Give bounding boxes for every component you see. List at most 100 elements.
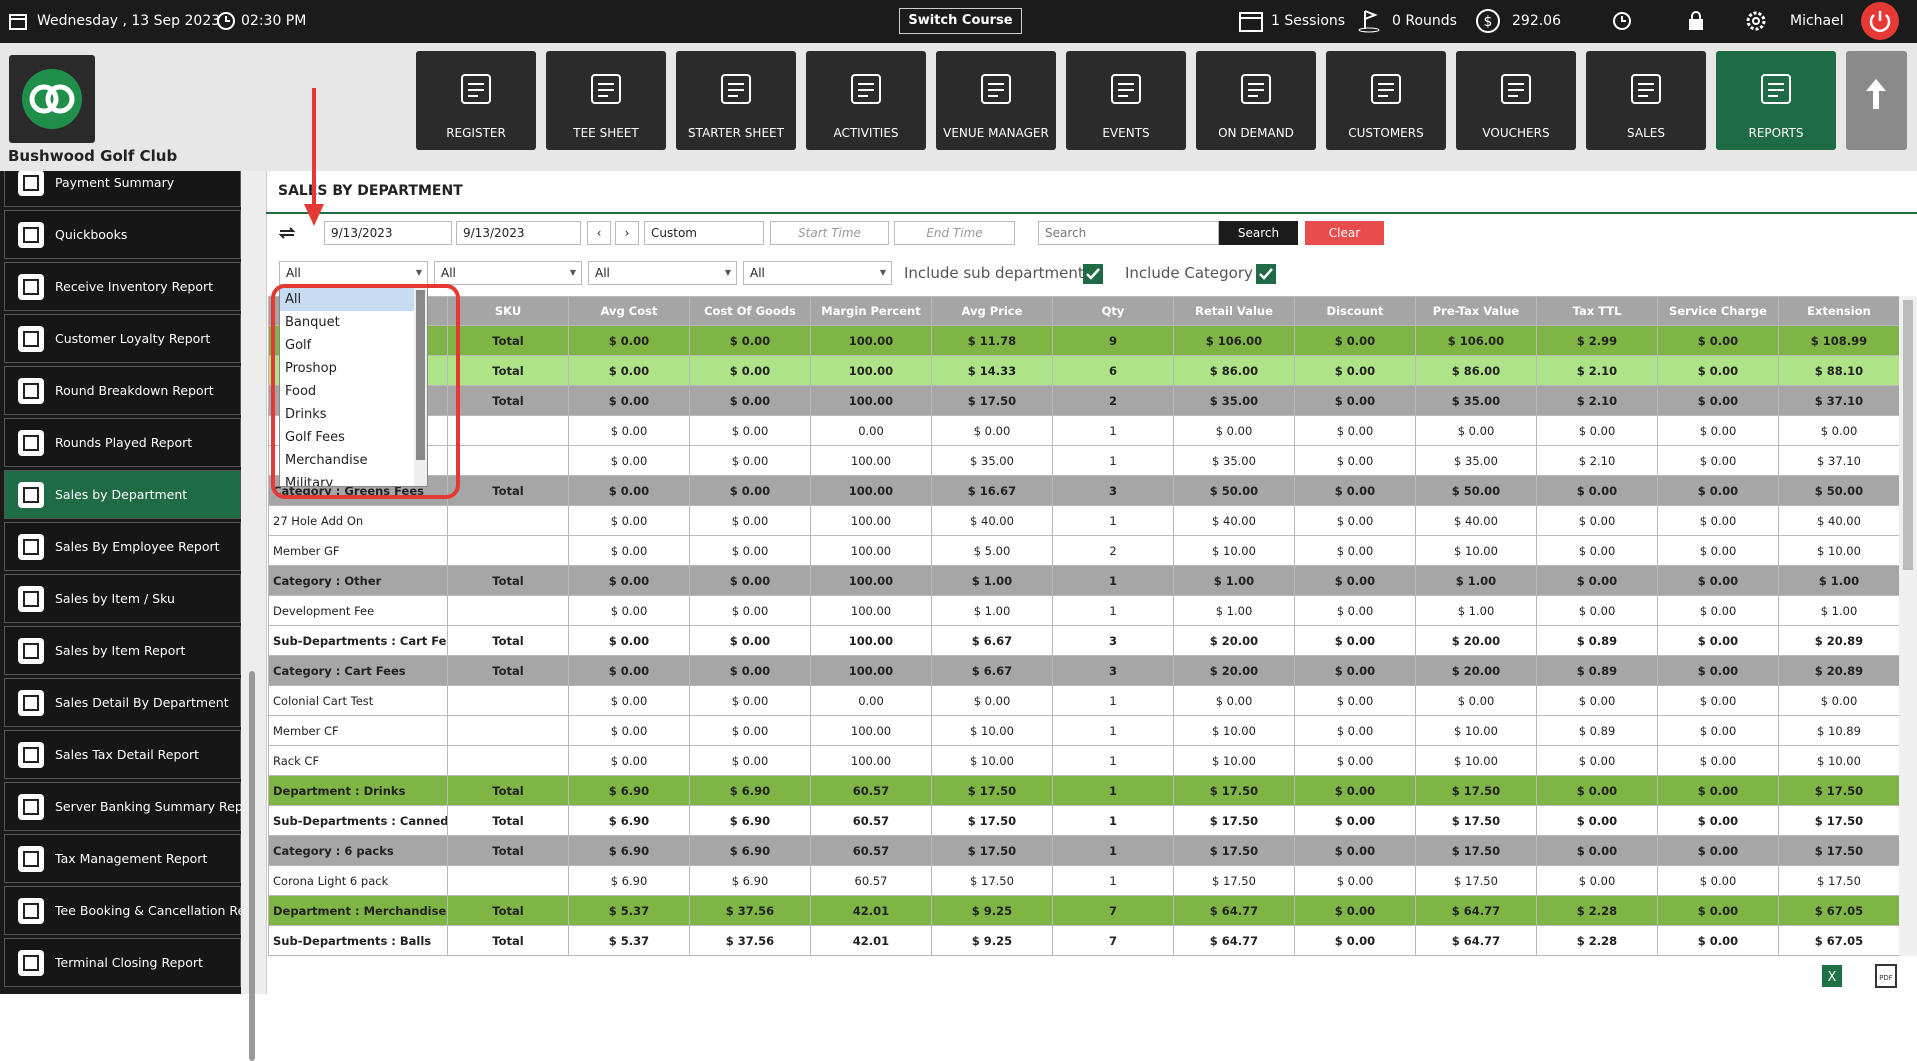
sidebar-item[interactable]: Tee Booking & Cancellation Re... bbox=[4, 886, 241, 935]
clock-icon[interactable] bbox=[1612, 11, 1632, 31]
cell: 100.00 bbox=[810, 475, 932, 506]
nav-button[interactable]: EVENTS bbox=[1066, 51, 1186, 150]
filter-select[interactable]: All ▼ bbox=[279, 261, 428, 285]
cell: $ 17.50 bbox=[1778, 775, 1900, 806]
cell: $ 10.00 bbox=[1173, 745, 1295, 776]
row-name: Category : Cart Fees bbox=[268, 655, 448, 686]
filter-select[interactable]: All ▼ bbox=[434, 261, 582, 285]
sidebar-item[interactable]: Receive Inventory Report bbox=[4, 262, 241, 311]
nav-button[interactable]: STARTER SHEET bbox=[676, 51, 796, 150]
cell: Total bbox=[447, 775, 569, 806]
end-time-input[interactable]: End Time bbox=[894, 221, 1015, 245]
sidebar-label: Tax Management Report bbox=[55, 851, 208, 866]
switch-course-button[interactable]: Switch Course bbox=[899, 8, 1022, 34]
settings-icon[interactable] bbox=[1744, 9, 1768, 33]
cell: $ 37.10 bbox=[1778, 385, 1900, 416]
dropdown-option[interactable]: All bbox=[280, 288, 427, 311]
end-date-input[interactable]: 9/13/2023 bbox=[456, 221, 581, 245]
row-name: Sub-Departments : Canned Beer bbox=[268, 805, 448, 836]
prev-button[interactable]: ‹ bbox=[587, 221, 611, 245]
sidebar-item[interactable]: Sales by Item Report bbox=[4, 626, 241, 675]
start-date-input[interactable]: 9/13/2023 bbox=[324, 221, 452, 245]
cell: Total bbox=[447, 385, 569, 416]
dropdown-option[interactable]: Proshop bbox=[285, 361, 337, 376]
scrollbar-thumb[interactable] bbox=[416, 290, 425, 460]
nav-button[interactable]: ON DEMAND bbox=[1196, 51, 1316, 150]
include-sub-department-checkbox[interactable] bbox=[1083, 264, 1103, 284]
cell: $ 35.00 bbox=[1415, 385, 1537, 416]
sidebar-item[interactable]: Round Breakdown Report bbox=[4, 366, 241, 415]
icon bbox=[18, 326, 44, 352]
sidebar-scroll-gutter bbox=[241, 171, 266, 1061]
sidebar-item[interactable]: Server Banking Summary Report bbox=[4, 782, 241, 831]
nav-button[interactable]: VENUE MANAGER bbox=[936, 51, 1056, 150]
include-category-checkbox[interactable] bbox=[1256, 264, 1276, 284]
scrollbar-thumb[interactable] bbox=[249, 671, 255, 1061]
sidebar-label: Rounds Played Report bbox=[55, 435, 193, 450]
cell: $ 10.00 bbox=[1415, 745, 1537, 776]
dropdown-option[interactable]: Merchandise bbox=[285, 453, 368, 468]
filter-select[interactable]: All ▼ bbox=[588, 261, 737, 285]
sidebar-item[interactable]: Tax Management Report bbox=[4, 834, 241, 883]
dropdown-option[interactable]: Banquet bbox=[285, 315, 340, 330]
sidebar-item[interactable]: Sales by Item / Sku bbox=[4, 574, 241, 623]
cell: $ 0.00 bbox=[1294, 775, 1416, 806]
nav-button[interactable]: TEE SHEET bbox=[546, 51, 666, 150]
cell: $ 0.00 bbox=[1536, 685, 1658, 716]
sidebar-item[interactable]: Sales Detail By Department bbox=[4, 678, 241, 727]
sidebar-item[interactable]: Sales Tax Detail Report bbox=[4, 730, 241, 779]
scroll-up-button[interactable] bbox=[1846, 51, 1907, 150]
lock-icon[interactable] bbox=[1686, 10, 1706, 32]
clear-button[interactable]: Clear bbox=[1305, 221, 1384, 245]
cell: 6 bbox=[1052, 355, 1174, 386]
next-button[interactable]: › bbox=[615, 221, 639, 245]
dropdown-option[interactable]: Military bbox=[285, 476, 334, 487]
sidebar-item[interactable]: Rounds Played Report bbox=[4, 418, 241, 467]
cell: $ 0.00 bbox=[1536, 745, 1658, 776]
time: 02:30 PM bbox=[241, 13, 307, 29]
filter-select[interactable]: All ▼ bbox=[743, 261, 892, 285]
cell: 60.57 bbox=[810, 805, 932, 836]
power-button[interactable] bbox=[1860, 1, 1900, 41]
cell: $ 0.00 bbox=[1294, 715, 1416, 746]
period-select[interactable]: Custom bbox=[644, 221, 764, 245]
sidebar-item[interactable]: Quickbooks bbox=[4, 210, 241, 259]
logo bbox=[9, 55, 95, 143]
cell: $ 0.00 bbox=[1536, 835, 1658, 866]
nav-bar: Bushwood Golf Club REGISTER TEE SHEET STAR… bbox=[0, 43, 1917, 171]
row-item: $ 0.00 $ 0.00 100.00 $ 35.00 1 $ 35.00 $ 0.00 $… bbox=[268, 445, 1900, 476]
dropdown-option[interactable]: Food bbox=[285, 384, 317, 399]
search-button[interactable]: Search bbox=[1219, 221, 1298, 245]
start-time-input[interactable]: Start Time bbox=[770, 221, 889, 245]
up-arrow bbox=[1866, 79, 1886, 109]
nav-button[interactable]: VOUCHERS bbox=[1456, 51, 1576, 150]
sidebar-item[interactable]: Terminal Closing Report bbox=[4, 938, 241, 987]
excel-export[interactable]: X bbox=[1821, 964, 1843, 988]
sidebar-item[interactable]: Sales by Department bbox=[4, 470, 241, 519]
cell: 3 bbox=[1052, 475, 1174, 506]
sidebar-item[interactable]: Customer Loyalty Report bbox=[4, 314, 241, 363]
dropdown-option[interactable]: Golf Fees bbox=[285, 430, 345, 445]
cell: $ 17.50 bbox=[1415, 835, 1537, 866]
nav-button[interactable]: ACTIVITIES bbox=[806, 51, 926, 150]
nav-button[interactable]: CUSTOMERS bbox=[1326, 51, 1446, 150]
scrollbar-thumb[interactable] bbox=[1903, 300, 1913, 570]
table-scrollbar bbox=[1899, 296, 1917, 956]
sidebar-item[interactable]: Sales By Employee Report bbox=[4, 522, 241, 571]
search-input[interactable]: Search bbox=[1038, 221, 1219, 245]
pdf-export[interactable]: PDF bbox=[1875, 964, 1897, 988]
dropdown-option[interactable]: Golf bbox=[285, 338, 312, 353]
header-cell: Pre-Tax Value bbox=[1415, 296, 1537, 326]
nav-button[interactable]: REGISTER bbox=[416, 51, 536, 150]
refresh-icon[interactable] bbox=[276, 222, 298, 244]
cell: $ 6.90 bbox=[689, 865, 811, 896]
nav-label: EVENTS bbox=[1102, 126, 1150, 140]
nav-button[interactable]: REPORTS bbox=[1716, 51, 1836, 150]
nav-button[interactable]: SALES bbox=[1586, 51, 1706, 150]
dropdown-option[interactable]: Drinks bbox=[285, 407, 327, 422]
cell: $ 6.90 bbox=[568, 805, 690, 836]
cell bbox=[447, 745, 569, 776]
cell: $ 0.00 bbox=[689, 445, 811, 476]
cell: $ 0.00 bbox=[1294, 385, 1416, 416]
sidebar-item[interactable]: Payment Summary bbox=[4, 171, 241, 207]
